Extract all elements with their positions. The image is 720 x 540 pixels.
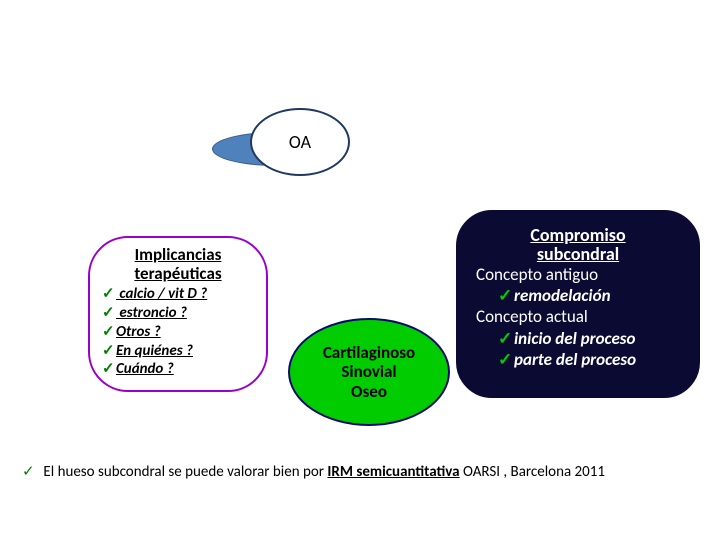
check-icon: ✓ bbox=[498, 285, 514, 306]
center-oval: Cartilaginoso Sinovial Oseo bbox=[288, 318, 450, 426]
check-icon: ✓ bbox=[22, 462, 40, 481]
center-line: Sinovial bbox=[323, 362, 415, 382]
diagram-stage: OA Implicancias terapéuticas ✓ calcio / … bbox=[0, 0, 720, 540]
compromiso-subitem: ✓parte del proceso bbox=[476, 349, 680, 370]
footer-post: OARSI , Barcelona 2011 bbox=[460, 463, 605, 481]
compromiso-line: Concepto antiguo bbox=[476, 264, 680, 285]
implicancias-title: Implicancias terapéuticas bbox=[102, 246, 254, 283]
footer-pre: El hueso subcondral se puede valorar bie… bbox=[43, 463, 327, 481]
check-icon: ✓ bbox=[102, 285, 116, 304]
compromiso-subitem: ✓remodelación bbox=[476, 285, 680, 306]
compromiso-title: Compromiso subcondral bbox=[476, 226, 680, 264]
implicancias-item: ✓ calcio / vit D ? bbox=[102, 285, 254, 304]
compromiso-subitem: ✓inicio del proceso bbox=[476, 328, 680, 349]
check-icon: ✓ bbox=[102, 360, 116, 379]
implicancias-box: Implicancias terapéuticas ✓ calcio / vit… bbox=[88, 236, 268, 392]
implicancias-item: ✓En quiénes ? bbox=[102, 342, 254, 361]
check-icon: ✓ bbox=[102, 342, 116, 361]
check-icon: ✓ bbox=[498, 349, 514, 370]
footer-note: ✓ El hueso subcondral se puede valorar b… bbox=[22, 462, 605, 481]
check-icon: ✓ bbox=[498, 328, 514, 349]
oa-label: OA bbox=[289, 131, 311, 153]
center-line: Cartilaginoso bbox=[323, 343, 415, 363]
implicancias-item: ✓Cuándo ? bbox=[102, 360, 254, 379]
compromiso-box: Compromiso subcondral Concepto antiguo ✓… bbox=[456, 210, 700, 398]
compromiso-line: Concepto actual bbox=[476, 306, 680, 327]
check-icon: ✓ bbox=[102, 323, 116, 342]
implicancias-item: ✓ estroncio ? bbox=[102, 304, 254, 323]
center-line: Oseo bbox=[323, 382, 415, 402]
implicancias-item: ✓Otros ? bbox=[102, 323, 254, 342]
implicancias-list: ✓ calcio / vit D ? ✓ estroncio ? ✓Otros … bbox=[102, 285, 254, 379]
footer-irm: IRM semicuantitativa bbox=[327, 463, 459, 481]
check-icon: ✓ bbox=[102, 304, 116, 323]
oa-node: OA bbox=[250, 108, 350, 176]
